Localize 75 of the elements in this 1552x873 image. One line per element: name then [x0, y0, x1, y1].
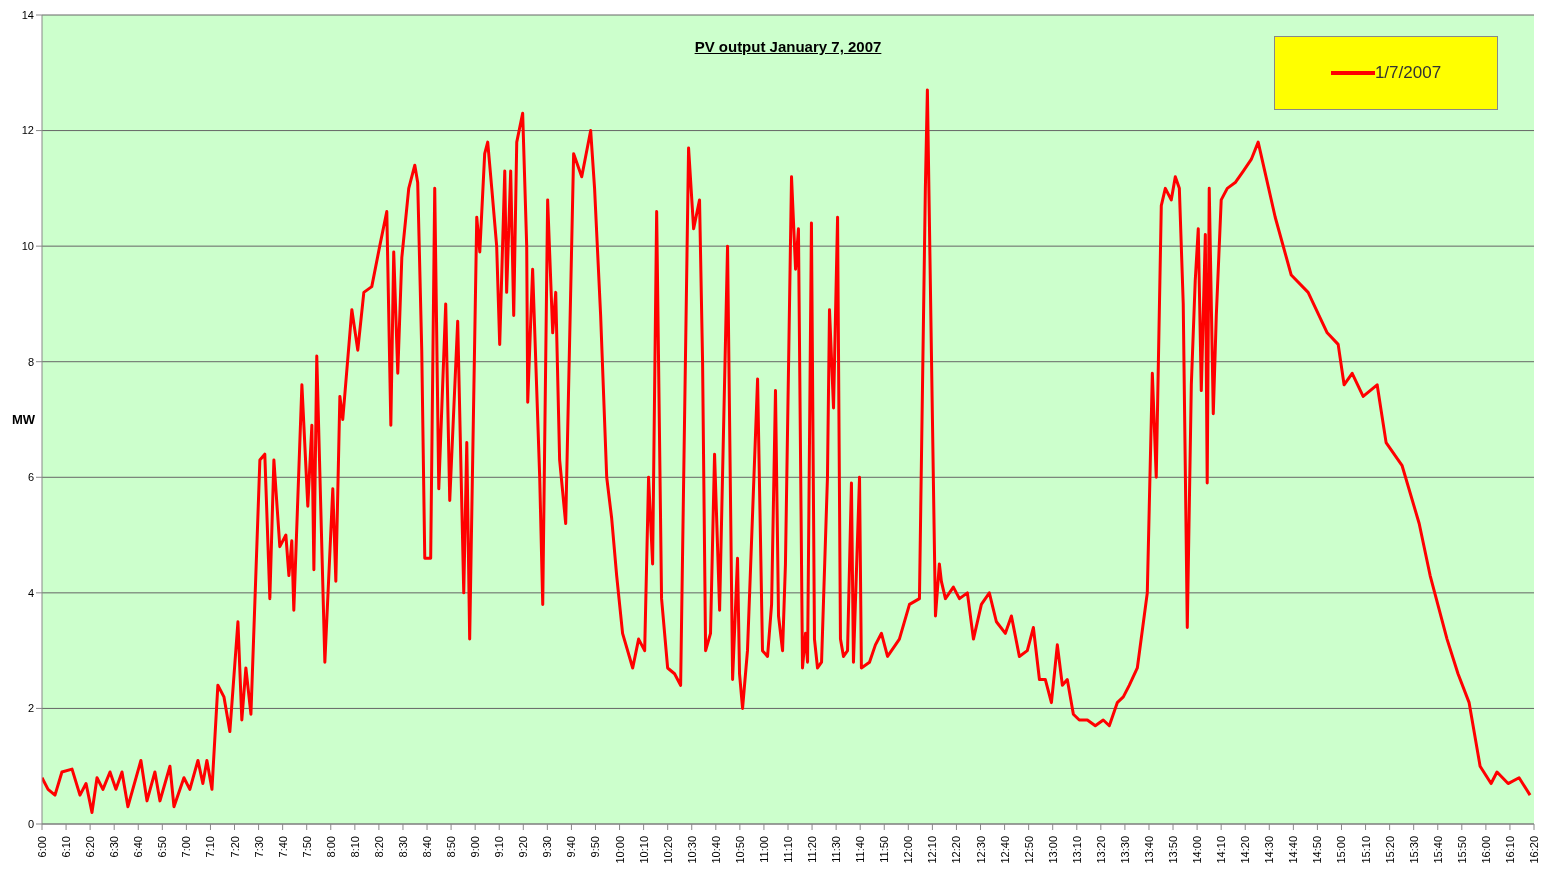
- x-tick-label: 12:20: [950, 836, 963, 864]
- x-tick-label: 15:30: [1407, 836, 1420, 864]
- x-tick-label: 15:40: [1431, 836, 1444, 864]
- y-tick-label: 0: [27, 817, 34, 830]
- x-tick-label: 8:30: [396, 836, 409, 858]
- x-tick-label: 14:00: [1191, 836, 1204, 864]
- x-tick-label: 14:20: [1239, 836, 1252, 864]
- x-tick-label: 13:20: [1094, 836, 1107, 864]
- y-tick-label: 14: [21, 8, 34, 21]
- x-tick-label: 11:50: [878, 836, 891, 863]
- y-tick-label: 12: [21, 124, 34, 137]
- x-tick-label: 9:20: [517, 836, 530, 858]
- x-tick-label: 7:50: [300, 836, 313, 858]
- x-tick-label: 15:00: [1335, 836, 1348, 864]
- text: PV output January 7, 2007: [693, 38, 883, 55]
- x-tick-label: 6:20: [84, 836, 97, 858]
- x-tick-label: 15:50: [1455, 836, 1468, 864]
- x-tick-label: 8:00: [324, 836, 337, 858]
- x-tick-label: 13:30: [1118, 836, 1131, 864]
- x-tick-label: 13:50: [1167, 836, 1180, 864]
- line-series: [42, 88, 1532, 814]
- legend-label: 1/7/2007: [1374, 63, 1442, 83]
- x-tick-label: 11:40: [854, 836, 867, 863]
- x-tick-label: 11:00: [757, 836, 770, 863]
- y-tick-label: 6: [27, 471, 34, 484]
- x-tick-label: 10:30: [685, 836, 698, 864]
- x-tick-label: 6:10: [60, 836, 73, 858]
- x-tick-label: 9:00: [469, 836, 482, 858]
- x-tick-label: 10:00: [613, 836, 626, 864]
- x-tick-label: 13:00: [1046, 836, 1059, 864]
- x-tick-label: 8:20: [372, 836, 385, 858]
- x-tick-label: 10:20: [661, 836, 674, 864]
- y-tick-label: 4: [27, 586, 34, 599]
- x-tick-label: 6:40: [132, 836, 145, 858]
- x-tick-label: 9:50: [589, 836, 602, 858]
- x-tick-label: 12:10: [926, 836, 939, 864]
- x-tick-label: 12:00: [902, 836, 915, 864]
- x-tick-label: 14:10: [1215, 836, 1228, 864]
- x-tick-label: 6:50: [156, 836, 169, 858]
- x-tick-label: 9:40: [565, 836, 578, 858]
- x-tick-label: 10:10: [637, 836, 650, 864]
- x-tick-label: 10:40: [709, 836, 722, 864]
- x-tick-label: 7:40: [276, 836, 289, 858]
- x-tick-label: 16:00: [1479, 836, 1492, 864]
- x-tick-label: 8:10: [348, 836, 361, 858]
- x-tick-label: 7:10: [204, 836, 217, 858]
- x-tick-label: 11:10: [782, 836, 795, 863]
- x-tick-label: 12:30: [974, 836, 987, 864]
- y-tick-label: 2: [27, 702, 34, 715]
- x-tick-label: 12:50: [1022, 836, 1035, 864]
- x-tick-label: 15:10: [1359, 836, 1372, 864]
- x-tick-label: 11:30: [830, 836, 843, 863]
- x-tick-label: 9:10: [493, 836, 506, 858]
- x-tick-label: 14:30: [1263, 836, 1276, 864]
- x-tick-label: 7:30: [252, 836, 265, 858]
- y-tick-label: 10: [21, 240, 34, 253]
- x-tick-label: 13:40: [1142, 836, 1155, 864]
- y-tick-label: 8: [27, 355, 34, 368]
- x-tick-label: 12:40: [998, 836, 1011, 864]
- x-tick-label: 8:40: [421, 836, 434, 858]
- x-tick-label: 15:20: [1383, 836, 1396, 864]
- x-tick-label: 14:50: [1311, 836, 1324, 864]
- x-tick-label: 16:10: [1503, 836, 1516, 864]
- x-tick-label: 16:20: [1528, 836, 1540, 864]
- x-tick-label: 14:40: [1287, 836, 1300, 864]
- x-tick-label: 11:20: [806, 836, 819, 863]
- x-tick-label: 9:30: [541, 836, 554, 858]
- x-tick-label: 7:20: [228, 836, 241, 858]
- x-tick-label: 6:30: [108, 836, 121, 858]
- x-tick-label: 7:00: [180, 836, 193, 858]
- x-tick-label: 10:50: [733, 836, 746, 864]
- x-tick-label: 8:50: [445, 836, 458, 858]
- y-axis-title: MW: [12, 412, 36, 427]
- x-tick-label: 13:10: [1070, 836, 1083, 864]
- x-tick-label: 6:00: [36, 836, 48, 858]
